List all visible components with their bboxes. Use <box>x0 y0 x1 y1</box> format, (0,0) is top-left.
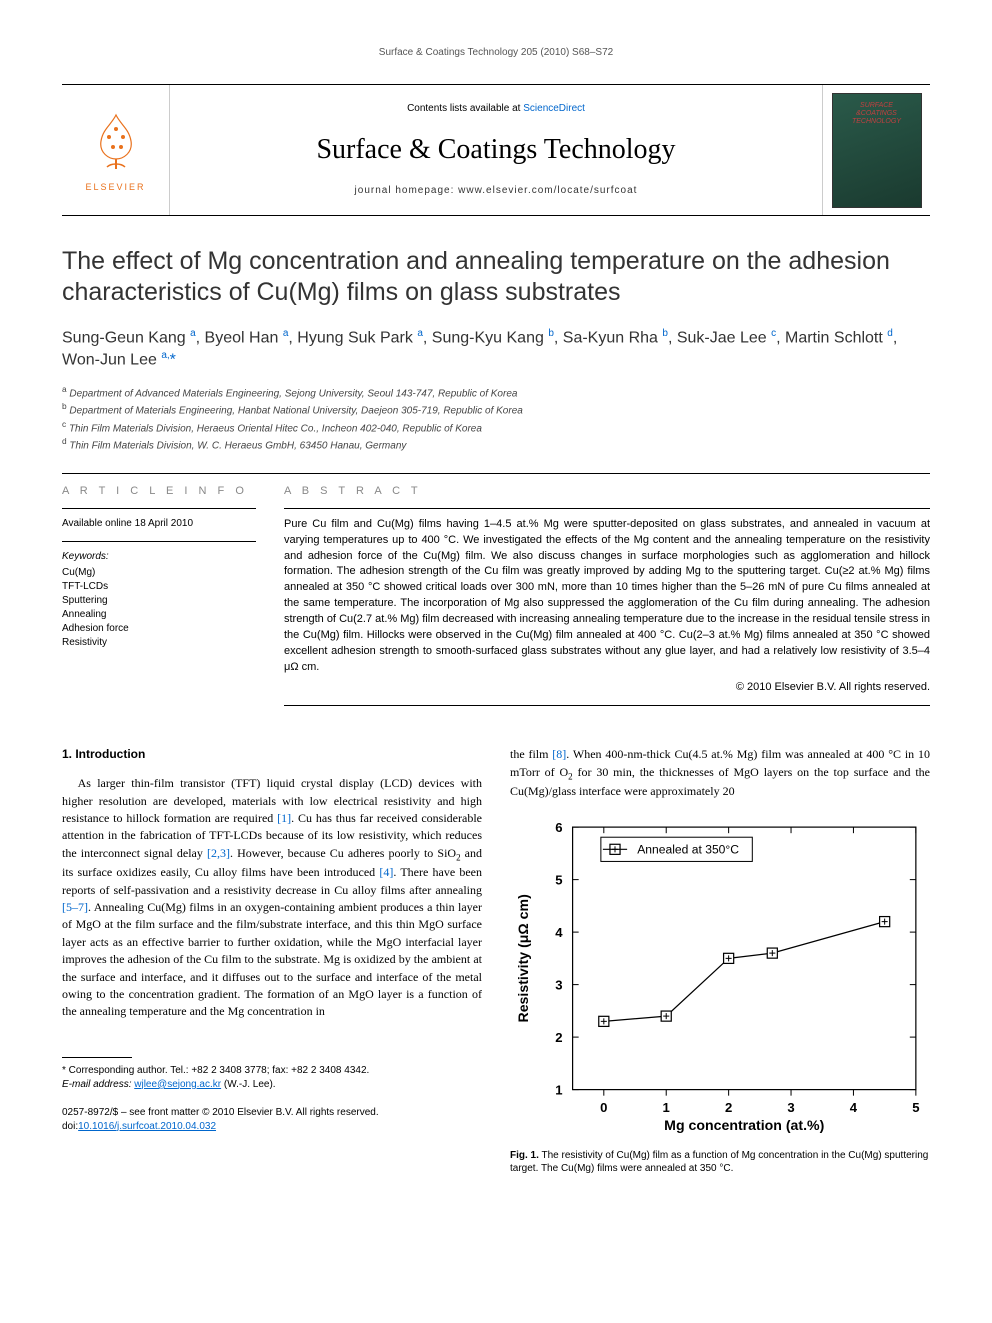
divider <box>284 508 930 509</box>
svg-text:2: 2 <box>555 1030 562 1045</box>
journal-cover-thumbnail: SURFACE &COATINGS TECHNOLOGY <box>832 93 922 208</box>
corr-email-link[interactable]: wjlee@sejong.ac.kr <box>134 1079 221 1090</box>
affiliation-item: b Department of Materials Engineering, H… <box>62 401 930 418</box>
info-abstract-row: A R T I C L E I N F O Available online 1… <box>62 473 930 716</box>
keyword-item: Annealing <box>62 608 256 622</box>
svg-text:0: 0 <box>600 1099 607 1114</box>
contents-prefix: Contents lists available at <box>407 103 523 114</box>
asterisk-icon: * <box>62 1065 69 1076</box>
article-info-label: A R T I C L E I N F O <box>62 484 256 499</box>
svg-text:5: 5 <box>555 872 562 887</box>
figure-1-label: Fig. 1. <box>510 1150 539 1161</box>
svg-text:3: 3 <box>787 1099 794 1114</box>
svg-text:1: 1 <box>663 1099 670 1114</box>
publisher-logo-cell: ELSEVIER <box>62 85 170 215</box>
divider <box>62 541 256 542</box>
email-label: E-mail address: <box>62 1079 131 1090</box>
svg-text:2: 2 <box>725 1099 732 1114</box>
keyword-item: Resistivity <box>62 636 256 650</box>
abstract-copyright: © 2010 Elsevier B.V. All rights reserved… <box>284 680 930 695</box>
abstract-label: A B S T R A C T <box>284 484 930 499</box>
keyword-item: Adhesion force <box>62 622 256 636</box>
keyword-item: Cu(Mg) <box>62 566 256 580</box>
svg-text:4: 4 <box>850 1099 858 1114</box>
cover-line-1: SURFACE <box>860 102 893 110</box>
svg-text:5: 5 <box>912 1099 919 1114</box>
right-column: the film [8]. When 400-nm-thick Cu(4.5 a… <box>510 746 930 1175</box>
svg-text:6: 6 <box>555 820 562 835</box>
figure-1-chart: 0 1 2 3 4 5 1 2 3 4 5 6 Mg concentration (at.%) Resis… <box>510 815 930 1138</box>
issn-line: 0257-8972/$ – see front matter © 2010 El… <box>62 1106 482 1120</box>
corr-author-text: Corresponding author. Tel.: +82 2 3408 3… <box>69 1065 370 1076</box>
doi-link[interactable]: 10.1016/j.surfcoat.2010.04.032 <box>78 1121 216 1132</box>
affiliation-list: a Department of Advanced Materials Engin… <box>62 384 930 453</box>
divider <box>62 508 256 509</box>
corresponding-author-footnote: * Corresponding author. Tel.: +82 2 3408… <box>62 1064 482 1092</box>
abstract-text: Pure Cu film and Cu(Mg) films having 1–4… <box>284 517 930 676</box>
contents-available-line: Contents lists available at ScienceDirec… <box>407 102 585 116</box>
left-column: 1. Introduction As larger thin-film tran… <box>62 746 482 1175</box>
affiliation-item: c Thin Film Materials Division, Heraeus … <box>62 419 930 436</box>
cover-thumb-cell: SURFACE &COATINGS TECHNOLOGY <box>822 85 930 215</box>
intro-paragraph-1: As larger thin-film transistor (TFT) liq… <box>62 775 482 1021</box>
svg-text:Resistivity (μΩ cm): Resistivity (μΩ cm) <box>515 894 531 1022</box>
divider <box>284 705 930 706</box>
masthead: ELSEVIER Contents lists available at Sci… <box>62 84 930 216</box>
abstract-panel: A B S T R A C T Pure Cu film and Cu(Mg) … <box>270 474 930 716</box>
intro-paragraph-2: the film [8]. When 400-nm-thick Cu(4.5 a… <box>510 746 930 800</box>
svg-text:Mg concentration (at.%): Mg concentration (at.%) <box>664 1117 824 1133</box>
available-online-date: Available online 18 April 2010 <box>62 517 256 531</box>
cover-line-3: TECHNOLOGY <box>852 118 901 126</box>
figure-1-caption: Fig. 1. The resistivity of Cu(Mg) film a… <box>510 1149 930 1176</box>
svg-text:3: 3 <box>555 977 562 992</box>
svg-text:Annealed at 350°C: Annealed at 350°C <box>637 842 739 856</box>
affiliation-item: a Department of Advanced Materials Engin… <box>62 384 930 401</box>
cover-line-2: &COATINGS <box>856 110 897 118</box>
article-info-panel: A R T I C L E I N F O Available online 1… <box>62 474 270 716</box>
body-columns: 1. Introduction As larger thin-film tran… <box>62 746 930 1175</box>
footer-meta: 0257-8972/$ – see front matter © 2010 El… <box>62 1106 482 1134</box>
figure-1-caption-text: The resistivity of Cu(Mg) film as a func… <box>510 1150 928 1175</box>
keyword-item: Sputtering <box>62 594 256 608</box>
publisher-name: ELSEVIER <box>85 181 145 194</box>
footnote-rule <box>62 1057 132 1058</box>
svg-text:4: 4 <box>555 925 563 940</box>
running-head: Surface & Coatings Technology 205 (2010)… <box>62 46 930 60</box>
svg-text:1: 1 <box>555 1082 562 1097</box>
affiliation-item: d Thin Film Materials Division, W. C. He… <box>62 436 930 453</box>
keyword-item: TFT-LCDs <box>62 580 256 594</box>
elsevier-logo: ELSEVIER <box>76 100 156 200</box>
section-heading-intro: 1. Introduction <box>62 746 482 763</box>
elsevier-tree-icon <box>81 107 151 177</box>
figure-1: 0 1 2 3 4 5 1 2 3 4 5 6 Mg concentration (at.%) Resis… <box>510 815 930 1176</box>
author-list: Sung-Geun Kang a, Byeol Han a, Hyung Suk… <box>62 327 930 372</box>
journal-name: Surface & Coatings Technology <box>316 130 675 169</box>
email-suffix: (W.-J. Lee). <box>224 1079 276 1090</box>
keywords-label: Keywords: <box>62 550 256 564</box>
journal-homepage: journal homepage: www.elsevier.com/locat… <box>355 184 638 198</box>
sciencedirect-link[interactable]: ScienceDirect <box>523 103 585 114</box>
masthead-center: Contents lists available at ScienceDirec… <box>170 85 822 215</box>
article-title: The effect of Mg concentration and annea… <box>62 246 930 309</box>
doi-prefix: doi: <box>62 1121 78 1132</box>
